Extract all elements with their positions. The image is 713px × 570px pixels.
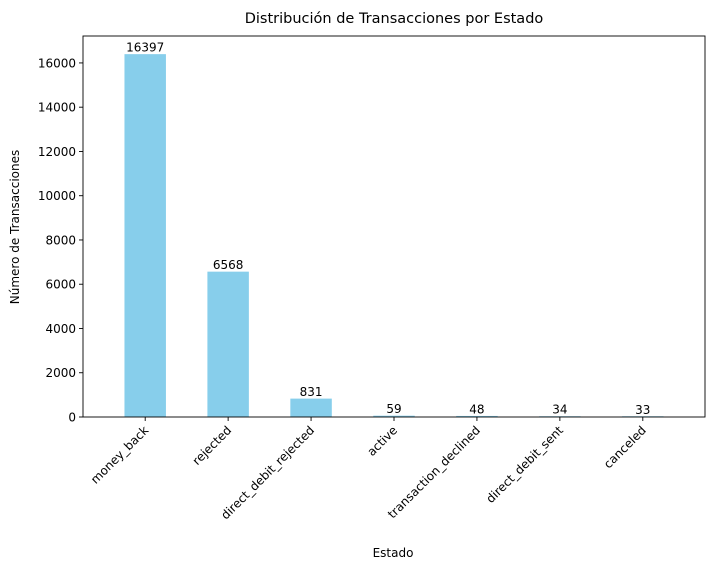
x-tick-label-transaction_declined: transaction_declined — [385, 423, 483, 521]
x-tick-label-money_back: money_back — [88, 423, 151, 486]
y-tick-label-0: 0 — [68, 411, 76, 425]
y-tick-label-4000: 4000 — [45, 322, 76, 336]
data-label-canceled: 33 — [635, 403, 650, 417]
y-axis-label: Número de Transacciones — [8, 150, 22, 304]
x-tick-label-rejected: rejected — [190, 423, 235, 468]
plot-area: 16397 6568 831 59 48 34 33 — [82, 35, 706, 418]
y-tick-label-8000: 8000 — [45, 233, 76, 247]
y-tick-label-10000: 10000 — [38, 189, 76, 203]
data-label-money_back: 16397 — [126, 41, 164, 55]
plot-frame — [82, 35, 706, 418]
data-label-rejected: 6568 — [213, 258, 244, 272]
data-label-active: 59 — [386, 402, 401, 416]
y-tick-label-2000: 2000 — [45, 366, 76, 380]
y-axis: 0 2000 4000 6000 8000 10000 12000 14000 16000 — [38, 56, 83, 425]
x-tick-label-canceled: canceled — [601, 423, 649, 471]
data-label-direct_debit_rejected: 831 — [300, 385, 323, 399]
x-tick-label-active: active — [364, 423, 400, 459]
x-tick-label-direct_debit_sent: direct_debit_sent — [483, 423, 566, 506]
y-tick-label-6000: 6000 — [45, 278, 76, 292]
bar-active — [373, 415, 415, 417]
data-label-transaction_declined: 48 — [469, 402, 484, 416]
y-tick-label-16000: 16000 — [38, 56, 76, 70]
bar-money_back — [124, 54, 166, 417]
bar-transaction_declined — [456, 415, 498, 417]
x-tick-label-direct_debit_rejected: direct_debit_rejected — [218, 423, 317, 522]
bar-rejected — [207, 271, 249, 417]
y-tick-label-14000: 14000 — [38, 101, 76, 115]
bar-direct_debit_rejected — [290, 398, 332, 417]
chart-title: Distribución de Transacciones por Estado — [245, 11, 544, 27]
y-tick-label-12000: 12000 — [38, 145, 76, 159]
x-axis-label: Estado — [373, 546, 414, 560]
data-label-direct_debit_sent: 34 — [552, 403, 567, 417]
